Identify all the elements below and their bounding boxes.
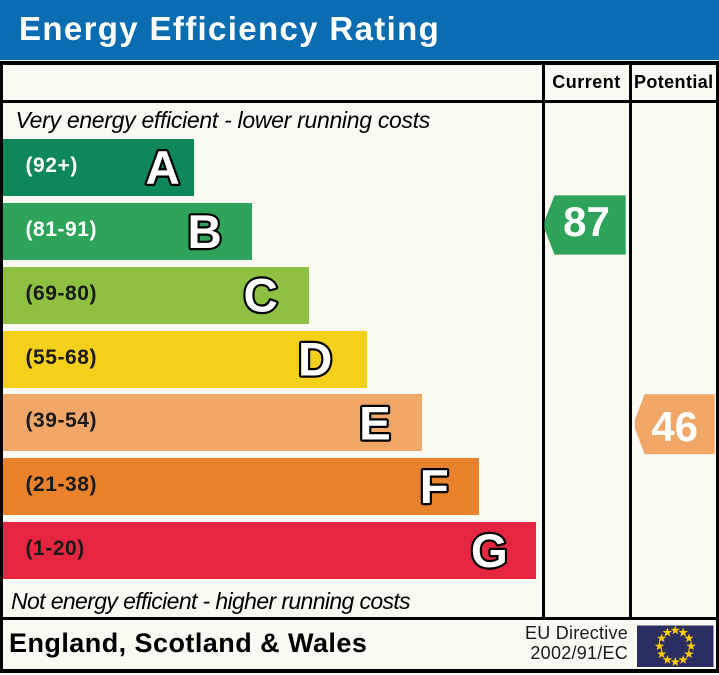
svg-text:B: B (187, 206, 221, 259)
svg-text:C: C (243, 270, 277, 323)
svg-text:D: D (298, 334, 332, 387)
svg-text:46: 46 (651, 403, 698, 450)
svg-text:F: F (420, 461, 449, 514)
svg-text:87: 87 (563, 198, 610, 245)
svg-text:G: G (471, 525, 508, 578)
svg-text:E: E (359, 397, 391, 450)
svg-text:A: A (145, 142, 179, 195)
